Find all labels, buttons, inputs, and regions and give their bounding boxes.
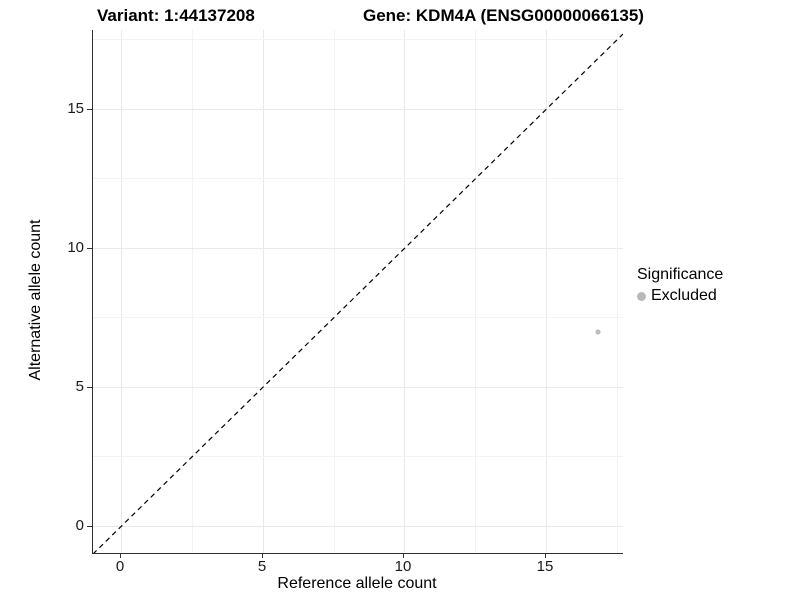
data-point-excluded xyxy=(595,329,601,335)
legend: Significance Excluded xyxy=(637,266,723,305)
y-tick-label: 15 xyxy=(67,100,84,117)
x-tick-mark xyxy=(262,553,263,558)
plot-panel xyxy=(92,30,623,554)
plot-layer xyxy=(93,33,623,553)
legend-item-excluded: Excluded xyxy=(637,287,723,305)
y-axis-title: Alternative allele count xyxy=(27,219,44,381)
x-tick-label: 10 xyxy=(394,558,412,575)
legend-item-label: Excluded xyxy=(651,287,717,304)
excluded-point-icon xyxy=(637,291,646,301)
gene-title: Gene: KDM4A (ENSG00000066135) xyxy=(363,6,644,25)
y-tick-label: 10 xyxy=(67,239,84,256)
x-tick-mark xyxy=(545,553,546,558)
variant-title: Variant: 1:44137208 xyxy=(97,6,255,25)
y-tick-mark xyxy=(87,526,92,527)
y-tick-mark xyxy=(87,248,92,249)
x-tick-label: 15 xyxy=(536,558,554,575)
y-tick-label: 0 xyxy=(75,517,84,534)
x-axis-title: Reference allele count xyxy=(277,575,437,592)
x-tick-label: 5 xyxy=(257,558,267,575)
x-tick-mark xyxy=(120,553,121,558)
legend-title: Significance xyxy=(637,266,724,283)
y-tick-label: 5 xyxy=(75,378,84,395)
identity-line xyxy=(93,33,623,553)
x-tick-mark xyxy=(403,553,404,558)
y-tick-mark xyxy=(87,387,92,388)
x-tick-label: 0 xyxy=(115,558,125,575)
y-tick-mark xyxy=(87,109,92,110)
